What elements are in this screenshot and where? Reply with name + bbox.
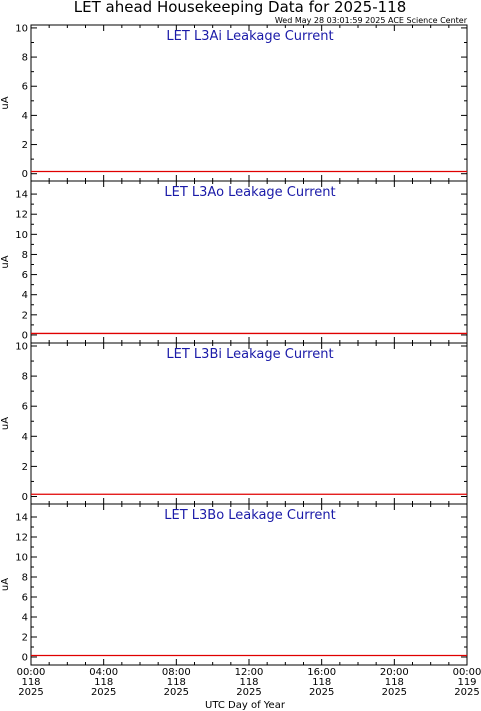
y-tick-label: 6	[22, 402, 28, 413]
panel-title: LET L3Bo Leakage Current	[164, 508, 336, 523]
x-tick-doy: 118	[239, 677, 258, 688]
y-tick-label: 10	[15, 342, 28, 353]
x-tick-year: 2025	[164, 687, 189, 698]
y-tick-label: 2	[22, 462, 28, 473]
plot-frame	[30, 24, 468, 182]
x-tick-time: 20:00	[380, 667, 409, 678]
x-tick-doy: 118	[94, 677, 113, 688]
y-tick-label: 12	[15, 210, 28, 221]
panel-2: 0 2 4 6 8 10 12 14 uA LET L3Ao Leakage Current	[0, 180, 468, 344]
panel-3: 0 2 4 6 8 10 uA LET L3Bi Leakage Current	[0, 342, 468, 505]
y-axis-label: uA	[0, 578, 11, 591]
y-tick-label: 8	[22, 573, 28, 584]
y-tick-label: 8	[22, 53, 28, 64]
figure-title: LET ahead Housekeeping Data for 2025-118	[74, 0, 406, 16]
x-tick-time: 00:00	[17, 667, 46, 678]
y-tick-label: 8	[22, 372, 28, 383]
x-tick-year: 2025	[236, 687, 261, 698]
x-tick-year: 2025	[309, 687, 334, 698]
x-tick-year: 2025	[91, 687, 116, 698]
y-tick-label: 6	[22, 270, 28, 281]
plot-frame	[30, 180, 468, 344]
y-tick-label: 10	[15, 23, 28, 34]
x-tick-doy: 118	[167, 677, 186, 688]
y-tick-label: 14	[15, 190, 28, 201]
y-tick-label: 2	[22, 633, 28, 644]
x-tick-doy: 118	[312, 677, 331, 688]
y-tick-label: 6	[22, 593, 28, 604]
x-tick-time: 12:00	[235, 667, 264, 678]
y-tick-label: 10	[15, 553, 28, 564]
y-tick-label: 0	[22, 492, 28, 503]
x-tick-time: 04:00	[89, 667, 118, 678]
y-tick-label: 10	[15, 230, 28, 241]
y-axis-label: uA	[0, 255, 11, 268]
y-tick-label: 2	[22, 140, 28, 151]
panels: 0 2 4 6 8 10 uA LET L3Ai Leakage Current 0 2 4 6 8 10…	[0, 23, 468, 666]
x-tick-year: 2025	[382, 687, 407, 698]
x-axis-label: UTC Day of Year	[205, 700, 286, 711]
x-tick-doy: 118	[385, 677, 404, 688]
y-tick-label: 4	[22, 432, 28, 443]
y-tick-label: 6	[22, 82, 28, 93]
y-tick-label: 4	[22, 290, 28, 301]
y-axis-label: uA	[0, 96, 11, 109]
y-tick-label: 4	[22, 613, 28, 624]
x-axis-labels: 00:00118202504:00118202508:00118202512:0…	[17, 667, 481, 698]
x-tick-year: 2025	[454, 687, 479, 698]
y-tick-label: 0	[22, 330, 28, 341]
panel-title: LET L3Bi Leakage Current	[166, 347, 333, 362]
y-tick-label: 12	[15, 533, 28, 544]
x-tick-time: 08:00	[162, 667, 191, 678]
x-tick-year: 2025	[18, 687, 43, 698]
x-tick-time: 00:00	[453, 667, 481, 678]
y-axis-label: uA	[0, 417, 11, 430]
panel-4: 0 2 4 6 8 10 12 14 uA LET L3Bo Leakage Current	[0, 503, 468, 666]
x-tick-doy: 118	[21, 677, 40, 688]
y-tick-label: 4	[22, 111, 28, 122]
y-tick-label: 2	[22, 310, 28, 321]
panel-title: LET L3Ao Leakage Current	[164, 185, 335, 200]
x-tick-doy: 119	[457, 677, 476, 688]
y-tick-label: 8	[22, 250, 28, 261]
y-tick-label: 0	[22, 169, 28, 180]
x-tick-time: 16:00	[307, 667, 336, 678]
plot-frame	[30, 503, 468, 666]
generation-timestamp: Wed May 28 03:01:59 2025 ACE Science Cen…	[275, 16, 468, 25]
panel-title: LET L3Ai Leakage Current	[166, 29, 333, 44]
plot-frame	[30, 342, 468, 505]
y-tick-label: 0	[22, 653, 28, 664]
y-tick-label: 14	[15, 513, 28, 524]
panel-1: 0 2 4 6 8 10 uA LET L3Ai Leakage Current	[0, 23, 468, 182]
